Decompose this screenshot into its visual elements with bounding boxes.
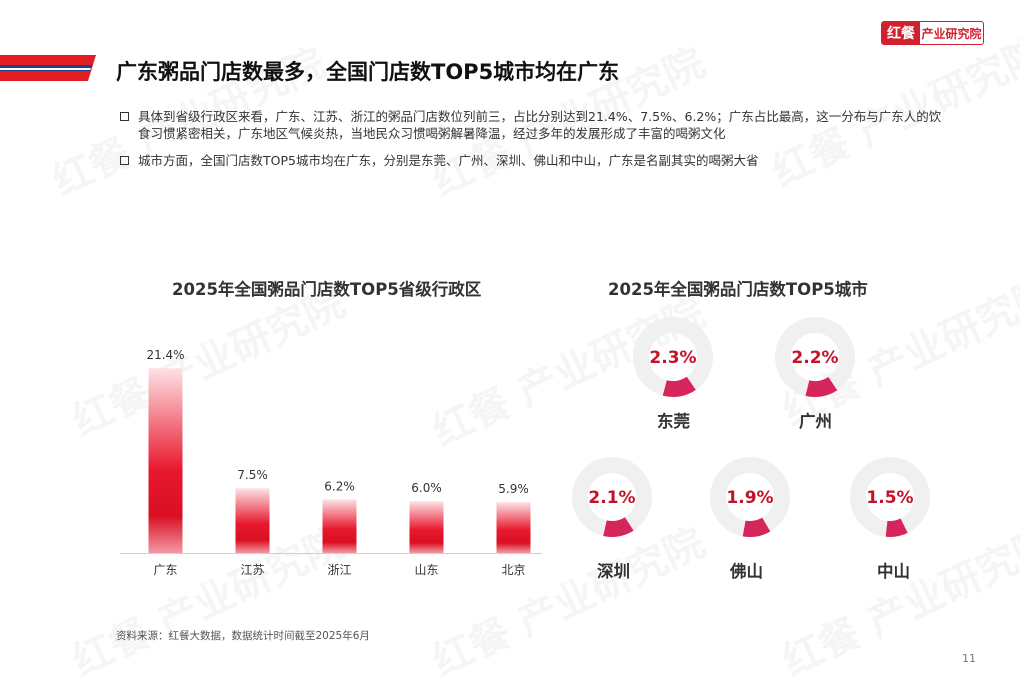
bullet-text: 具体到省级行政区来看，广东、江苏、浙江的粥品门店数位列前三，占比分别达到21.4… — [138, 109, 942, 141]
square-bullet-icon — [120, 112, 129, 121]
bullet-item: 城市方面，全国门店数TOP5城市均在广东，分别是东莞、广州、深圳、佛山和中山，广… — [120, 152, 950, 169]
donut-chart: 2.2% — [775, 317, 855, 397]
bullet-list: 具体到省级行政区来看，广东、江苏、浙江的粥品门店数位列前三，占比分别达到21.4… — [120, 108, 950, 179]
donut-slice — [603, 516, 634, 537]
donut-value-label: 2.1% — [588, 488, 635, 508]
donut-chart: 1.5% — [850, 457, 930, 537]
donut-slice — [662, 376, 696, 397]
donut-slice — [742, 517, 771, 537]
page-number: 11 — [962, 652, 976, 665]
bar — [409, 501, 444, 553]
x-tick-label: 广东 — [153, 563, 177, 577]
x-tick-label: 浙江 — [327, 563, 351, 577]
bar — [322, 499, 357, 553]
donut-chart: 2.1% — [572, 457, 652, 537]
bar — [148, 368, 183, 553]
brand-mark: 红餐 — [882, 22, 920, 44]
page-title: 广东粥品门店数最多，全国门店数TOP5城市均在广东 — [116, 60, 620, 84]
bar — [496, 502, 531, 553]
donut-category-label: 广州 — [799, 412, 832, 431]
brand-logo: 红餐 产业研究院 — [881, 21, 984, 45]
donut-value-label: 1.9% — [726, 488, 773, 508]
bar-value-label: 6.2% — [324, 479, 355, 493]
donut-category-label: 中山 — [877, 562, 910, 581]
donut-category-label: 深圳 — [597, 562, 630, 581]
bullet-text: 城市方面，全国门店数TOP5城市均在广东，分别是东莞、广州、深圳、佛山和中山，广… — [138, 153, 759, 168]
title-stripe-decoration — [0, 55, 96, 81]
source-note: 资料来源：红餐大数据，数据统计时间截至2025年6月 — [116, 630, 370, 642]
x-tick-label: 北京 — [501, 563, 525, 577]
x-tick-label: 山东 — [414, 563, 438, 577]
donut-category-label: 佛山 — [730, 562, 763, 581]
x-tick-label: 江苏 — [240, 563, 264, 577]
donut-value-label: 2.3% — [649, 348, 696, 368]
brand-name: 产业研究院 — [921, 26, 982, 41]
bar-value-label: 21.4% — [146, 348, 184, 362]
bar-chart: 21.4% 广东 7.5% 江苏 6.2% 浙江 6.0% 山东 5.9% 北京 — [120, 348, 542, 577]
square-bullet-icon — [120, 156, 129, 165]
bar-chart-title: 2025年全国粥品门店数TOP5省级行政区 — [172, 280, 482, 299]
donut-chart: 2.3% — [633, 317, 713, 397]
bar-value-label: 5.9% — [498, 482, 529, 496]
donut-chart-title: 2025年全国粥品门店数TOP5城市 — [608, 280, 868, 299]
bullet-item: 具体到省级行政区来看，广东、江苏、浙江的粥品门店数位列前三，占比分别达到21.4… — [120, 108, 950, 142]
donut-value-label: 2.2% — [791, 348, 838, 368]
bar-value-label: 6.0% — [411, 481, 442, 495]
bar — [235, 488, 270, 553]
bar-value-label: 7.5% — [237, 468, 268, 482]
donut-slice — [885, 518, 908, 537]
donut-chart: 1.9% — [710, 457, 790, 537]
donut-category-label: 东莞 — [657, 412, 690, 431]
donut-value-label: 1.5% — [866, 488, 913, 508]
donut-slice — [805, 376, 838, 397]
